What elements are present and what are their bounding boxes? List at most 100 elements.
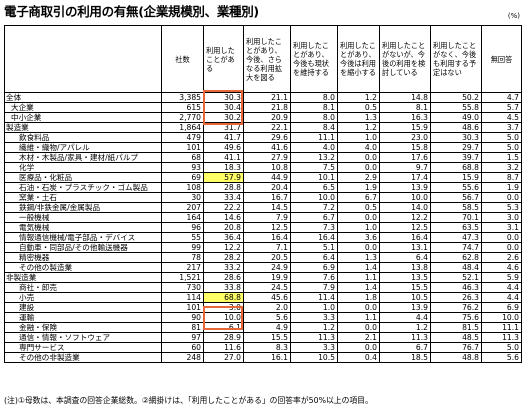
cell-c2: 27.9 — [243, 152, 291, 163]
table-row: 石油・石炭・プラスチック・ゴム製品 108 28.8 20.4 6.5 1.9 13.9 55… — [4, 182, 522, 193]
cell-c1: 28.8 — [203, 182, 244, 193]
cell-c7: 4.7 — [481, 92, 522, 103]
cell-c5: 17.6 — [379, 152, 431, 163]
cell-c4: 1.3 — [337, 112, 380, 123]
table-title: 電子商取引の利用の有無(企業規模別、業種別) — [4, 4, 259, 19]
cell-c7: 1.5 — [481, 152, 522, 163]
cell-count: 1,864 — [161, 122, 204, 133]
cell-c1: 30.2 — [203, 112, 244, 123]
cell-count: 207 — [161, 202, 204, 213]
cell-c4: 0.0 — [337, 242, 380, 253]
cell-c5: 1.2 — [379, 322, 431, 333]
cell-c7: 6.9 — [481, 302, 522, 313]
cell-c3: 10.1 — [290, 172, 338, 183]
row-label: 非製造業 — [4, 272, 162, 283]
cell-c4: 1.1 — [337, 272, 380, 283]
cell-c2: 45.6 — [243, 292, 291, 303]
header-expand: 利用したことがあり、今後、さらなる利用拡大を図る — [243, 25, 291, 93]
cell-c6: 48.4 — [430, 262, 482, 273]
cell-c7: 4.5 — [481, 112, 522, 123]
table-row: 窯業・土石 30 33.4 16.7 10.0 6.7 10.0 56.7 0.0 — [4, 192, 522, 203]
cell-c4: 0.4 — [337, 352, 380, 363]
cell-c3: 16.4 — [290, 232, 338, 243]
cell-c2: 44.9 — [243, 172, 291, 183]
cell-c6: 58.5 — [430, 202, 482, 213]
cell-c1: 11.6 — [203, 342, 244, 353]
row-label: 飲食料品 — [4, 132, 162, 143]
cell-c5: 13.1 — [379, 242, 431, 253]
cell-c6: 30.3 — [430, 132, 482, 143]
row-label: 情報通信機械/電子部品・デバイス — [4, 232, 162, 243]
cell-c5: 6.7 — [379, 342, 431, 353]
row-label: 一般機械 — [4, 212, 162, 223]
table-row: 電気機械 96 20.8 12.5 7.3 1.0 12.5 63.5 3.1 — [4, 222, 522, 233]
cell-c6: 55.6 — [430, 182, 482, 193]
cell-c5: 17.4 — [379, 172, 431, 183]
cell-c3: 11.3 — [290, 332, 338, 343]
cell-c5: 12.2 — [379, 212, 431, 223]
cell-c2: 15.5 — [243, 332, 291, 343]
row-label: 建設 — [4, 302, 162, 313]
cell-c1: 28.2 — [203, 252, 244, 263]
row-label: 全体 — [4, 92, 162, 103]
cell-count: 101 — [161, 302, 204, 313]
cell-count: 1,521 — [161, 272, 204, 283]
cell-count: 108 — [161, 182, 204, 193]
cell-c5: 4.4 — [379, 312, 431, 323]
cell-c4: 0.0 — [337, 152, 380, 163]
cell-c7: 4.4 — [481, 292, 522, 303]
cell-count: 55 — [161, 232, 204, 243]
row-label: 通信・情報・ソフトウェア — [4, 332, 162, 343]
cell-c4: 0.0 — [337, 302, 380, 313]
table-row: 建設 101 3.0 2.0 1.0 0.0 13.9 76.2 6.9 — [4, 302, 522, 313]
cell-c6: 52.1 — [430, 272, 482, 283]
cell-c2: 20.9 — [243, 112, 291, 123]
cell-count: 101 — [161, 142, 204, 153]
row-label: 電気機械 — [4, 222, 162, 233]
cell-c6: 50.2 — [430, 92, 482, 103]
cell-c3: 8.0 — [290, 112, 338, 123]
cell-c1: 18.3 — [203, 162, 244, 173]
cell-c3: 1.0 — [290, 302, 338, 313]
cell-c5: 10.5 — [379, 292, 431, 303]
cell-c6: 49.0 — [430, 112, 482, 123]
cell-c6: 47.3 — [430, 232, 482, 243]
cell-c1: 28.9 — [203, 332, 244, 343]
cell-c1: 41.1 — [203, 152, 244, 163]
row-label: 大企業 — [4, 102, 162, 113]
cell-c6: 39.7 — [430, 152, 482, 163]
cell-count: 615 — [161, 102, 204, 113]
row-label: 窯業・土石 — [4, 192, 162, 203]
row-label: 鉄鋼/非鉄金属/金属製品 — [4, 202, 162, 213]
cell-c7: 1.9 — [481, 182, 522, 193]
cell-c6: 55.8 — [430, 102, 482, 113]
cell-c1: 36.4 — [203, 232, 244, 243]
cell-c6: 62.8 — [430, 252, 482, 263]
cell-c4: 1.8 — [337, 292, 380, 303]
cell-c3: 7.5 — [290, 162, 338, 173]
cell-c6: 70.1 — [430, 212, 482, 223]
cell-c4: 6.7 — [337, 192, 380, 203]
row-label: その他の非製造業 — [4, 352, 162, 363]
cell-c5: 9.7 — [379, 162, 431, 173]
cell-c7: 4.6 — [481, 262, 522, 273]
header-no-plan: 利用したことがなく、今後も利用する予定はない — [430, 25, 482, 93]
cell-c6: 15.9 — [430, 172, 482, 183]
cell-c5: 16.4 — [379, 232, 431, 243]
cell-c4: 0.0 — [337, 162, 380, 173]
cell-c4: 0.0 — [337, 322, 380, 333]
cell-count: 30 — [161, 192, 204, 203]
cell-c2: 7.1 — [243, 242, 291, 253]
cell-c7: 5.0 — [481, 142, 522, 153]
header-used: 利用したことがある — [203, 25, 244, 93]
cell-c3: 8.4 — [290, 122, 338, 133]
cell-c1: 22.2 — [203, 202, 244, 213]
cell-c6: 76.2 — [430, 302, 482, 313]
cell-count: 60 — [161, 342, 204, 353]
cell-c2: 22.1 — [243, 122, 291, 133]
row-label: その他の製造業 — [4, 262, 162, 273]
cell-c2: 21.8 — [243, 102, 291, 113]
cell-c1: 30.4 — [203, 102, 244, 113]
footnote: (注)①母数は、本調査の回答企業総数。②網掛けは、「利用したことがある」の回答率… — [4, 396, 373, 405]
cell-c3: 11.4 — [290, 292, 338, 303]
